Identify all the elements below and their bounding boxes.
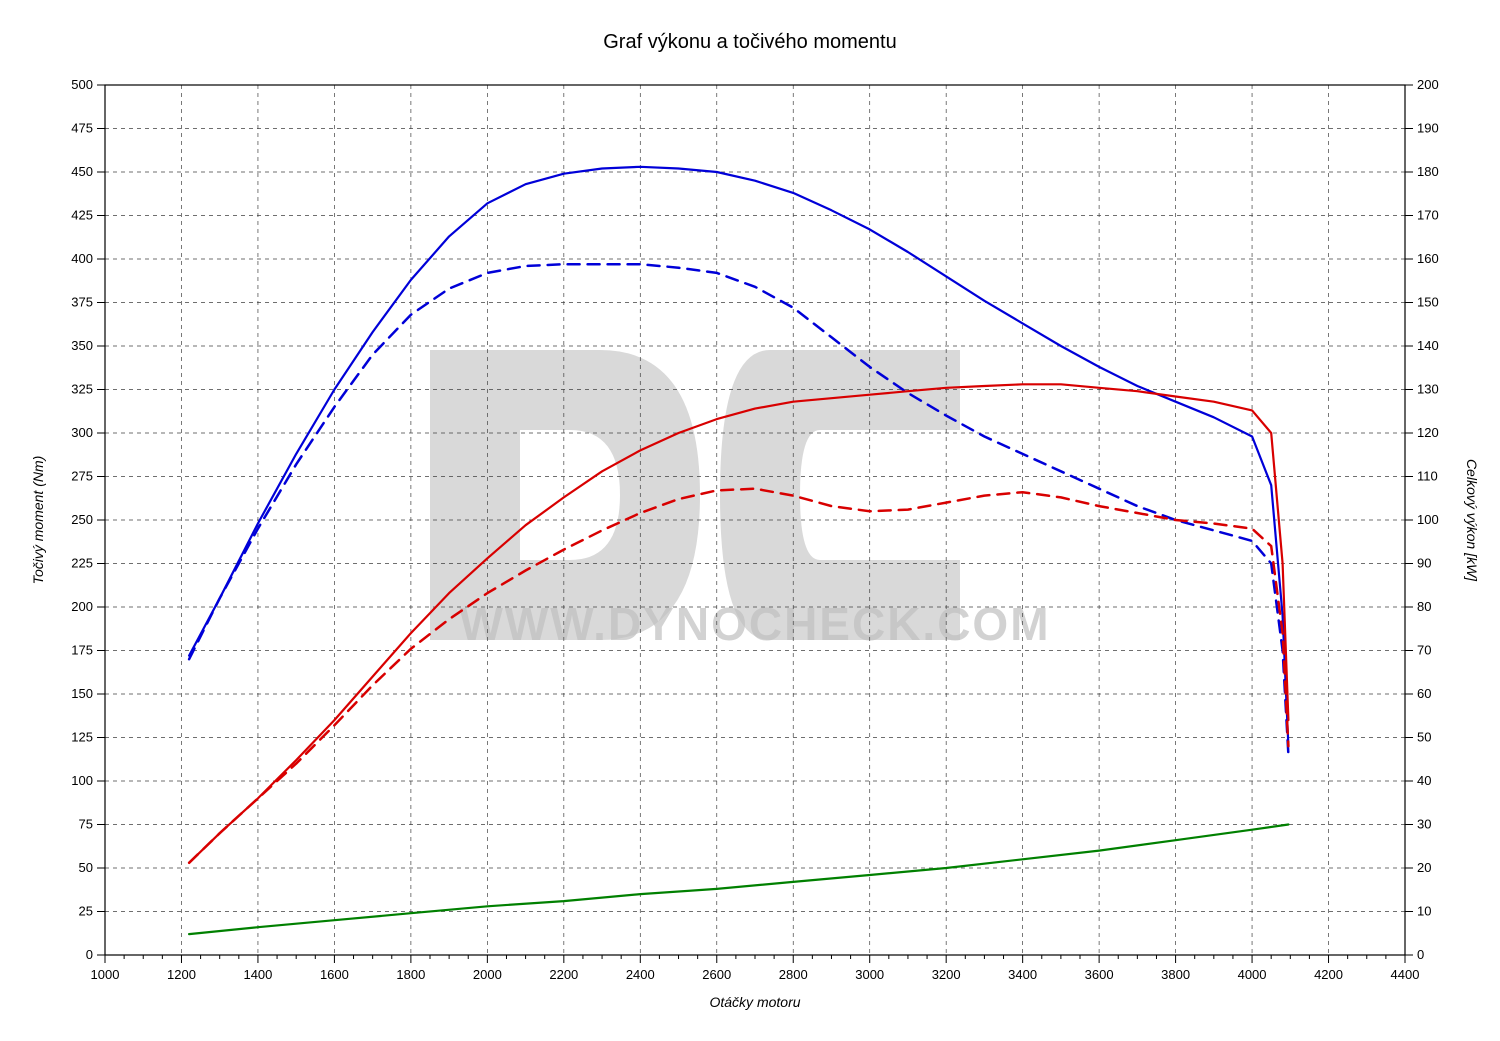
y-right-tick-label: 130 [1417,382,1439,397]
y-left-tick-label: 200 [71,599,93,614]
y-right-tick-label: 20 [1417,860,1431,875]
x-tick-label: 3800 [1161,967,1190,982]
x-tick-label: 2600 [702,967,731,982]
y-left-tick-label: 275 [71,469,93,484]
y-left-tick-label: 50 [79,860,93,875]
y-left-tick-label: 325 [71,382,93,397]
y-left-tick-label: 425 [71,208,93,223]
y-right-tick-label: 140 [1417,338,1439,353]
x-tick-label: 1000 [91,967,120,982]
y-left-tick-label: 225 [71,556,93,571]
y-left-tick-label: 350 [71,338,93,353]
y-right-tick-label: 90 [1417,556,1431,571]
y-left-tick-label: 450 [71,164,93,179]
x-tick-label: 1800 [396,967,425,982]
y-left-tick-label: 500 [71,77,93,92]
y-right-tick-label: 100 [1417,512,1439,527]
y-left-tick-label: 475 [71,121,93,136]
x-axis-title: Otáčky motoru [709,994,800,1010]
y-right-tick-label: 10 [1417,904,1431,919]
x-tick-label: 4400 [1391,967,1420,982]
y-left-tick-label: 250 [71,512,93,527]
x-tick-label: 3000 [855,967,884,982]
x-tick-label: 2200 [549,967,578,982]
y-left-tick-label: 75 [79,817,93,832]
y-right-tick-label: 40 [1417,773,1431,788]
y-right-tick-label: 180 [1417,164,1439,179]
y-right-tick-label: 110 [1417,469,1438,484]
y-left-tick-label: 25 [79,904,93,919]
y-right-tick-label: 190 [1417,121,1439,136]
y-left-tick-label: 375 [71,295,93,310]
x-tick-label: 2000 [473,967,502,982]
y-right-tick-label: 80 [1417,599,1431,614]
chart-title-text: Graf výkonu a točivého momentu [603,31,896,53]
x-tick-label: 1200 [167,967,196,982]
y-right-tick-label: 30 [1417,817,1431,832]
x-tick-label: 1400 [243,967,272,982]
x-tick-label: 4200 [1314,967,1343,982]
y-left-tick-label: 400 [71,251,93,266]
y-right-tick-label: 50 [1417,730,1431,745]
y-left-tick-label: 0 [86,947,93,962]
y-right-axis-title: Celkový výkon [kW] [1464,459,1480,582]
y-left-tick-label: 175 [71,643,93,658]
x-tick-label: 4000 [1238,967,1267,982]
x-tick-label: 3600 [1085,967,1114,982]
y-left-tick-label: 100 [71,773,93,788]
chart-svg: WWW.DYNOCHECK.COM10001200140016001800200… [0,0,1500,1041]
dyno-chart: WWW.DYNOCHECK.COM10001200140016001800200… [0,0,1500,1041]
x-tick-label: 3400 [1008,967,1037,982]
y-right-tick-label: 70 [1417,643,1431,658]
x-tick-label: 2400 [626,967,655,982]
y-right-tick-label: 0 [1417,947,1424,962]
y-right-tick-label: 60 [1417,686,1431,701]
x-tick-label: 2800 [779,967,808,982]
y-right-tick-label: 150 [1417,295,1439,310]
y-left-tick-label: 125 [71,730,93,745]
x-tick-label: 1600 [320,967,349,982]
y-left-tick-label: 150 [71,686,93,701]
x-tick-label: 3200 [932,967,961,982]
y-right-tick-label: 200 [1417,77,1439,92]
y-left-tick-label: 300 [71,425,93,440]
y-left-axis-title: Točivý moment (Nm) [30,456,46,585]
y-right-tick-label: 120 [1417,425,1439,440]
y-right-tick-label: 170 [1417,208,1439,223]
watermark-url: WWW.DYNOCHECK.COM [459,598,1050,650]
y-right-tick-label: 160 [1417,251,1439,266]
